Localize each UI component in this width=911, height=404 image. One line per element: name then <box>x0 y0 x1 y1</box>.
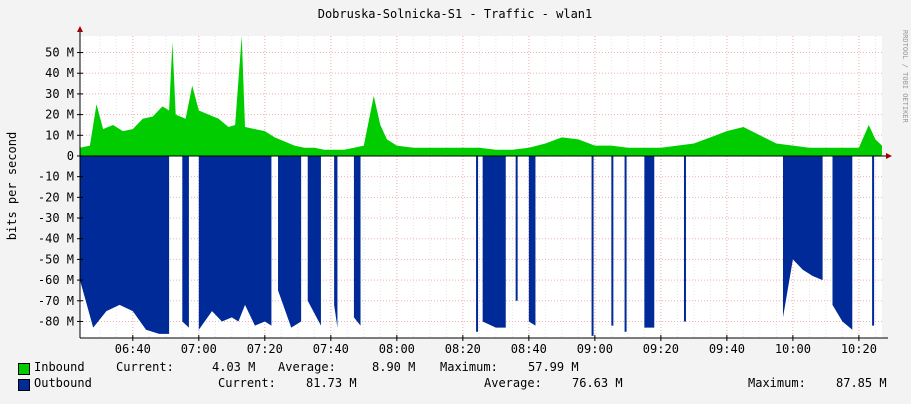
outbound-area <box>353 155 361 326</box>
rrdtool-watermark: RRDTOOL / TOBI OETIKER <box>901 30 909 124</box>
x-tick-label: 10:00 <box>775 342 811 356</box>
outbound-area <box>80 155 170 334</box>
x-tick-label: 09:00 <box>577 342 613 356</box>
y-tick-label: 40 M <box>45 66 74 80</box>
y-tick-label: 0 <box>67 149 74 163</box>
x-tick-label: 06:40 <box>115 342 151 356</box>
outbound-swatch <box>18 379 30 391</box>
outbound-area <box>624 155 627 332</box>
x-tick-label: 08:20 <box>445 342 481 356</box>
y-tick-label: -60 M <box>38 273 74 287</box>
y-tick-label: 50 M <box>45 46 74 60</box>
outbound-area <box>611 155 614 326</box>
inbound-maximum-value: 57.99 M <box>528 360 579 374</box>
outbound-current-value: 81.73 M <box>306 376 357 390</box>
inbound-swatch <box>18 363 30 375</box>
outbound-area <box>334 155 338 328</box>
inbound-maximum-label: Maximum: <box>440 360 498 374</box>
outbound-area <box>307 155 321 326</box>
outbound-area <box>515 155 518 301</box>
inbound-current-label: Current: <box>116 360 174 374</box>
x-tick-label: 07:40 <box>313 342 349 356</box>
outbound-area <box>182 155 189 328</box>
outbound-area <box>872 155 875 326</box>
y-tick-label: -70 M <box>38 294 74 308</box>
outbound-area <box>476 155 479 332</box>
y-tick-label: 20 M <box>45 108 74 122</box>
x-tick-label: 07:20 <box>247 342 283 356</box>
inbound-current-value: 4.03 M <box>212 360 256 374</box>
x-tick-label: 08:40 <box>511 342 547 356</box>
inbound-average-label: Average: <box>278 360 336 374</box>
outbound-area <box>644 155 655 328</box>
outbound-area <box>528 155 536 326</box>
x-tick-label: 10:20 <box>841 342 877 356</box>
y-tick-label: -80 M <box>38 314 74 328</box>
inbound-legend-label: Inbound <box>34 360 85 374</box>
y-tick-label: 30 M <box>45 87 74 101</box>
x-tick-labels: 06:40 07:00 07:20 07:40 08:00 08:20 08:40 09:00… <box>115 342 877 356</box>
outbound-area <box>198 155 272 330</box>
outbound-area <box>278 155 302 328</box>
chart-title: Dobruska-Solnicka-S1 - Traffic - wlan1 <box>318 7 593 21</box>
y-tick-labels: 50 M 40 M 30 M 20 M 10 M 0 -10 M -20 M -30 M -40 … <box>38 46 74 329</box>
outbound-area <box>782 155 823 318</box>
axes <box>77 26 892 341</box>
outbound-average-value: 76.63 M <box>572 376 623 390</box>
x-tick-label: 08:00 <box>379 342 415 356</box>
inbound-area <box>80 36 882 156</box>
outbound-maximum-value: 87.85 M <box>836 376 887 390</box>
outbound-maximum-label: Maximum: <box>748 376 806 390</box>
outbound-current-label: Current: <box>218 376 276 390</box>
outbound-area <box>591 155 594 336</box>
y-tick-label: -30 M <box>38 211 74 225</box>
x-tick-label: 07:00 <box>181 342 217 356</box>
y-tick-label: 10 M <box>45 128 74 142</box>
y-tick-label: -40 M <box>38 232 74 246</box>
outbound-area <box>683 155 686 322</box>
series-areas <box>80 36 882 336</box>
y-tick-label: -10 M <box>38 170 74 184</box>
x-tick-label: 09:40 <box>709 342 745 356</box>
y-tick-label: -50 M <box>38 252 74 266</box>
y-axis-label: bits per second <box>5 132 19 240</box>
outbound-average-label: Average: <box>484 376 542 390</box>
y-tick-label: -20 M <box>38 190 74 204</box>
y-axis-arrow <box>77 26 83 32</box>
outbound-legend-label: Outbound <box>34 376 92 390</box>
x-axis-arrow <box>886 152 892 159</box>
inbound-average-value: 8.90 M <box>372 360 416 374</box>
x-tick-label: 09:20 <box>643 342 679 356</box>
outbound-area <box>482 155 506 328</box>
outbound-area <box>832 155 853 330</box>
